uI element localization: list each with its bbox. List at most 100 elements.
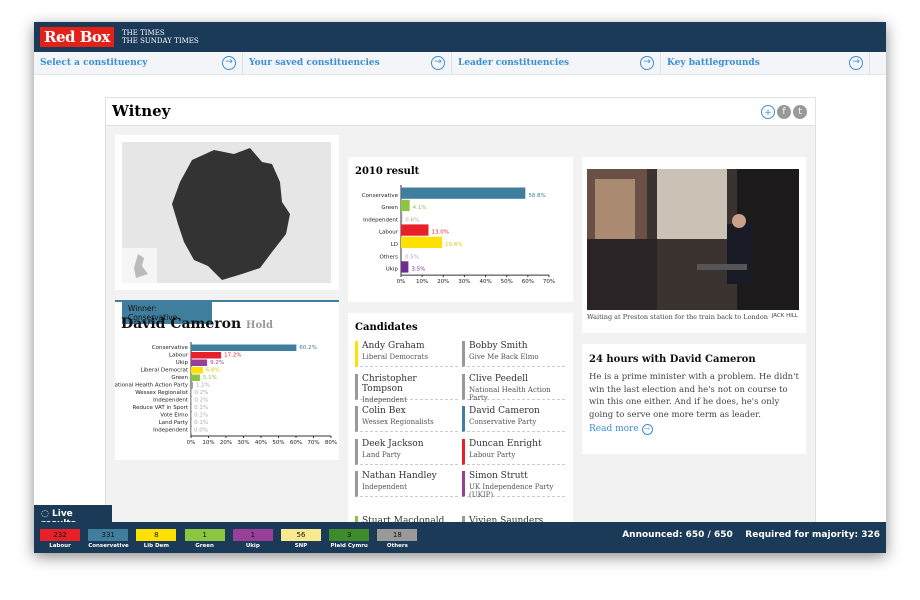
bar[interactable] — [191, 397, 192, 404]
value-label: 0.2% — [194, 390, 208, 396]
value-label: 6.8% — [206, 368, 220, 374]
category-label: Conservative — [362, 193, 399, 199]
plus-circle-icon[interactable]: + — [761, 105, 775, 119]
seat-count: 3 — [329, 529, 370, 541]
red-box-logo[interactable]: Red Box — [40, 27, 114, 47]
value-label: 17.2% — [224, 353, 241, 359]
candidate-item[interactable]: Deek Jackson Land Party — [355, 438, 458, 465]
candidate-item[interactable]: Colin Bex Wessex Regionalists — [355, 406, 458, 432]
candidate-name: Bobby Smith — [469, 341, 528, 351]
bar[interactable] — [401, 199, 410, 212]
bar[interactable] — [191, 382, 193, 389]
bar[interactable] — [401, 212, 403, 224]
party-tally[interactable]: 232 Labour — [40, 529, 80, 549]
photo-caption: Waiting at Preston station for the train… — [587, 313, 768, 321]
candidate-name: Deek Jackson — [362, 438, 424, 449]
seat-count: 232 — [40, 529, 80, 541]
candidate-item[interactable]: Christopher Tompson Independent — [355, 373, 458, 404]
article-body: He is a prime minister with a problem. H… — [589, 372, 799, 420]
bar[interactable] — [191, 419, 192, 427]
candidate-item[interactable]: Simon Strutt UK Independence Party (UKIP) — [462, 471, 565, 499]
arrow-right-circle-icon: → — [222, 56, 236, 70]
bar[interactable] — [401, 249, 403, 261]
value-label: 0.5% — [405, 254, 419, 260]
times-logo: THE TIMES THE SUNDAY TIMES — [122, 29, 199, 45]
tick-label: 10% — [416, 279, 428, 285]
candidate-name: Colin Bex — [362, 406, 406, 416]
party-tally[interactable]: 3 Plaid Cymru — [329, 529, 370, 549]
live-results-tab[interactable]: ◌ Live results — [34, 505, 112, 529]
tick-label: 30% — [237, 440, 249, 446]
twitter-icon[interactable]: t — [793, 105, 807, 119]
candidate-item[interactable]: Andy Graham Liberal Democrats — [355, 341, 458, 367]
value-label: 0.6% — [405, 217, 419, 223]
bar[interactable] — [401, 224, 429, 236]
candidate-item[interactable]: David Cameron Conservative Party — [462, 406, 565, 432]
bar[interactable] — [401, 236, 443, 248]
nav-leader-constituencies[interactable]: Leader constituencies → — [452, 52, 661, 74]
tick-label: 70% — [543, 279, 555, 285]
photo-image[interactable] — [587, 169, 799, 310]
read-more-link[interactable]: Read more → — [589, 424, 799, 435]
tick-label: 0% — [397, 279, 406, 285]
seat-count: 1 — [184, 529, 225, 541]
chart-title: 2010 result — [355, 166, 420, 177]
bar[interactable] — [191, 352, 222, 359]
party-tally[interactable]: 1 Ukip — [232, 529, 273, 549]
result-2010-card: 2010 result Conservative 58.8% Green 4.1% In… — [348, 157, 573, 302]
value-label: 1.1% — [196, 383, 210, 389]
nav-saved-constituencies[interactable]: Your saved constituencies → — [243, 52, 452, 74]
tick-label: 0% — [187, 440, 196, 446]
candidate-item[interactable]: Clive Peedell National Health Action Part… — [462, 373, 565, 402]
seat-count: 56 — [281, 529, 321, 541]
candidate-item[interactable]: Bobby Smith Give Me Back Elmo — [462, 341, 565, 367]
bar[interactable] — [191, 374, 200, 382]
party-tally[interactable]: 1 Green — [184, 529, 225, 549]
result-2010-chart: Conservative 58.8% Green 4.1% Independent 0.6… — [362, 185, 555, 285]
category-label: Green — [381, 205, 398, 211]
bar[interactable] — [191, 389, 192, 397]
value-label: 60.2% — [299, 345, 316, 351]
party-tally[interactable]: 56 SNP — [281, 529, 321, 549]
read-more-label: Read more — [589, 424, 639, 434]
bar[interactable] — [191, 412, 192, 419]
candidate-party: Conservative Party — [469, 418, 537, 426]
bar[interactable] — [191, 344, 297, 352]
bar[interactable] — [401, 261, 409, 273]
majority-required: Required for majority: 326 — [745, 530, 880, 540]
constituency-map[interactable] — [122, 142, 331, 283]
candidate-party: Land Party — [362, 450, 401, 459]
candidate-name: Stuart Macdonald — [362, 515, 445, 526]
bar[interactable] — [191, 367, 203, 374]
category-label: Green — [171, 375, 188, 381]
tick-label: 70% — [307, 440, 319, 446]
candidate-party: Liberal Democrats — [362, 353, 428, 361]
bar[interactable] — [191, 404, 192, 412]
value-label: 4.1% — [413, 205, 427, 211]
bar[interactable] — [401, 187, 526, 199]
candidate-item[interactable]: Nathan Handley Independent — [355, 471, 458, 497]
candidate-name: Duncan Enright — [469, 438, 542, 449]
candidates-card: Candidates Andy Graham Liberal Democrats B… — [348, 313, 573, 528]
party-tally[interactable]: 18 Others — [377, 529, 418, 549]
value-label: 3.5% — [411, 267, 425, 273]
nav-key-battlegrounds[interactable]: Key battlegrounds → — [661, 52, 870, 74]
facebook-icon[interactable]: f — [777, 105, 791, 119]
value-label: 0.0% — [194, 428, 208, 434]
party-tally[interactable]: 8 Lib Dem — [136, 529, 177, 549]
publisher-line: THE TIMES — [122, 29, 165, 37]
category-label: Labour — [169, 353, 189, 359]
arrow-right-circle-icon: → — [640, 56, 654, 70]
candidates-title: Candidates — [355, 322, 418, 333]
candidate-party: Labour Party — [469, 450, 516, 459]
candidate-item[interactable]: Duncan Enright Labour Party — [462, 438, 565, 465]
candidate-name: David Cameron — [469, 406, 540, 416]
candidate-party: Give Me Back Elmo — [469, 353, 539, 361]
bar[interactable] — [191, 427, 192, 434]
tick-label: 30% — [458, 279, 470, 285]
nav-select-constituency[interactable]: Select a constituency → — [34, 52, 243, 74]
bar[interactable] — [191, 359, 208, 367]
category-label: Land Party — [159, 420, 189, 426]
party-tally[interactable]: 331 Conservative — [88, 529, 129, 549]
tick-label: 80% — [325, 440, 337, 446]
